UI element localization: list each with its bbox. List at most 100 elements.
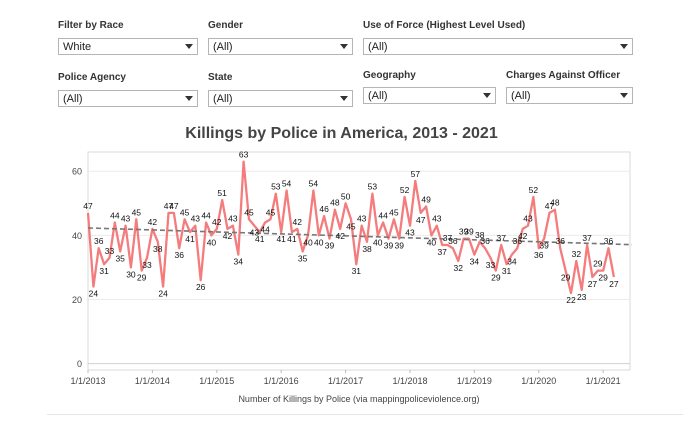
data-label: 33 (105, 246, 115, 256)
data-label: 54 (309, 178, 319, 188)
data-label: 45 (132, 207, 142, 217)
filter-dropdown-police-agency[interactable]: (All) (58, 90, 198, 107)
filter-label-police-agency: Police Agency (58, 72, 126, 83)
filter-label-race: Filter by Race (58, 20, 124, 31)
x-tick-label: 1/1/2015 (199, 376, 234, 386)
data-label: 37 (443, 233, 453, 243)
data-label: 34 (470, 257, 480, 267)
data-label: 53 (271, 182, 281, 192)
data-label: 40 (207, 237, 217, 247)
filter-dropdown-gender[interactable]: (All) (208, 38, 353, 55)
data-label: 52 (529, 185, 539, 195)
data-label: 27 (609, 279, 619, 289)
data-label: 42 (148, 217, 158, 227)
data-label: 38 (153, 244, 163, 254)
data-label: 33 (486, 260, 496, 270)
filter-dropdown-geography[interactable]: (All) (363, 87, 496, 104)
data-label: 42 (335, 231, 345, 241)
y-tick-label: 0 (77, 359, 82, 369)
chevron-down-icon (185, 96, 193, 101)
data-label: 43 (250, 228, 260, 238)
data-label: 42 (293, 217, 303, 227)
data-label: 46 (319, 204, 329, 214)
data-label: 23 (577, 292, 587, 302)
data-label: 32 (454, 263, 464, 273)
data-label: 36 (174, 250, 184, 260)
data-label: 22 (566, 295, 576, 305)
data-label: 50 (341, 191, 351, 201)
plot-frame (87, 151, 631, 371)
data-label: 29 (598, 273, 608, 283)
filter-dropdown-state[interactable]: (All) (208, 90, 353, 107)
data-label: 39 (464, 227, 474, 237)
data-label: 35 (115, 253, 125, 263)
x-tick-label: 1/1/2018 (392, 376, 427, 386)
data-label: 40 (314, 237, 324, 247)
data-label: 36 (448, 236, 458, 246)
data-label: 31 (352, 266, 362, 276)
x-tick-label: 1/1/2020 (521, 376, 556, 386)
data-label: 34 (234, 257, 244, 267)
x-tick-label: 1/1/2019 (457, 376, 492, 386)
data-label: 36 (556, 236, 566, 246)
data-label: 32 (572, 249, 582, 259)
data-label: 24 (158, 289, 168, 299)
data-label: 45 (180, 207, 190, 217)
data-label: 36 (513, 236, 523, 246)
chevron-down-icon (340, 44, 348, 49)
y-tick-label: 20 (72, 295, 82, 305)
data-label: 45 (266, 207, 276, 217)
filter-value-use-of-force: (All) (368, 41, 388, 53)
filter-dropdown-race[interactable]: White (58, 38, 198, 55)
chevron-down-icon (620, 93, 628, 98)
data-label: 35 (298, 253, 308, 263)
filter-label-state: State (208, 72, 233, 83)
data-label: 48 (550, 198, 560, 208)
data-label: 26 (196, 282, 206, 292)
y-tick-label: 40 (72, 231, 82, 241)
chevron-down-icon (185, 44, 193, 49)
data-label: 43 (523, 214, 533, 224)
data-label: 30 (126, 269, 136, 279)
data-label: 41 (287, 234, 297, 244)
x-tick-label: 1/1/2013 (70, 376, 105, 386)
data-label: 31 (99, 266, 109, 276)
data-label: 41 (255, 234, 265, 244)
data-label: 43 (432, 214, 442, 224)
data-label: 43 (191, 214, 201, 224)
filter-dropdown-use-of-force[interactable]: (All) (363, 38, 633, 55)
data-label: 37 (437, 247, 447, 257)
data-label: 57 (411, 169, 421, 179)
data-label: 36 (534, 250, 544, 260)
data-label: 49 (421, 195, 431, 205)
data-label: 29 (491, 273, 501, 283)
x-axis-label: Number of Killings by Police (via mappin… (238, 394, 479, 404)
data-label: 29 (561, 273, 571, 283)
data-label: 29 (593, 259, 603, 269)
data-label: 47 (164, 201, 174, 211)
data-label: 37 (496, 233, 506, 243)
filter-label-gender: Gender (208, 20, 244, 31)
filter-value-state: (All) (213, 93, 233, 105)
data-label: 24 (89, 289, 99, 299)
data-label: 45 (244, 207, 254, 217)
data-label: 53 (368, 182, 378, 192)
data-label: 41 (185, 234, 195, 244)
data-label: 44 (260, 225, 270, 235)
data-label: 40 (427, 237, 437, 247)
data-label: 38 (362, 244, 372, 254)
filter-dropdown-charges-against-officer[interactable]: (All) (506, 87, 633, 104)
filter-label-geography: Geography (363, 70, 416, 81)
data-label: 43 (405, 228, 415, 238)
data-label: 36 (604, 236, 614, 246)
data-label: 37 (582, 233, 592, 243)
data-label: 52 (400, 185, 410, 195)
data-label: 44 (110, 211, 120, 221)
filter-value-gender: (All) (213, 41, 233, 53)
data-label: 42 (518, 231, 528, 241)
data-label: 39 (325, 241, 335, 251)
data-label: 29 (137, 273, 147, 283)
chart-title: Killings by Police in America, 2013 - 20… (185, 125, 498, 142)
data-label: 48 (330, 198, 340, 208)
